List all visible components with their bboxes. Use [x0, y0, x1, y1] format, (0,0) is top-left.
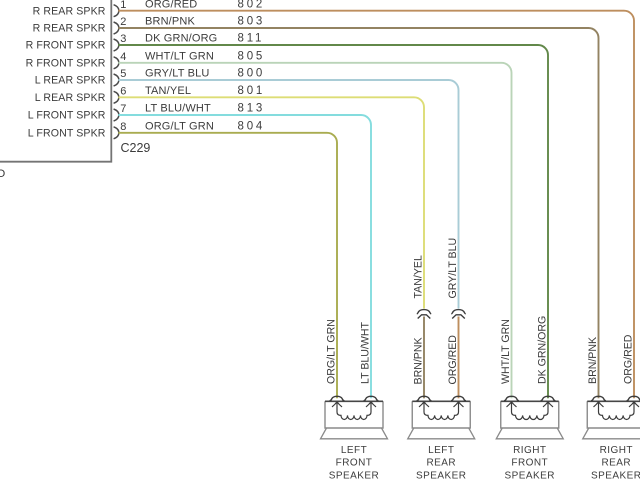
svg-text:TAN/YEL: TAN/YEL: [145, 85, 191, 97]
svg-text:GRY/LT BLU: GRY/LT BLU: [145, 68, 209, 80]
svg-text:L FRONT SPKR: L FRONT SPKR: [28, 110, 106, 122]
svg-text:802: 802: [238, 0, 266, 10]
svg-text:FRONT: FRONT: [511, 458, 548, 469]
svg-text:LEFT: LEFT: [428, 445, 454, 456]
svg-text:RIGHT: RIGHT: [513, 445, 546, 456]
svg-text:4: 4: [120, 51, 126, 63]
svg-text:803: 803: [238, 16, 266, 28]
svg-text:SPEAKER: SPEAKER: [505, 470, 555, 480]
svg-text:RIGHT: RIGHT: [600, 445, 633, 456]
svg-text:C229: C229: [121, 141, 151, 155]
svg-text:R REAR SPKR: R REAR SPKR: [33, 5, 106, 17]
svg-text:DK GRN/ORG: DK GRN/ORG: [145, 33, 217, 45]
svg-text:LT BLU/WHT: LT BLU/WHT: [359, 321, 371, 384]
svg-text:ORG/RED: ORG/RED: [622, 334, 634, 384]
svg-text:BRN/PNK: BRN/PNK: [145, 16, 195, 28]
svg-text:805: 805: [238, 50, 266, 62]
svg-text:REAR: REAR: [426, 458, 456, 469]
svg-text:WHT/LT GRN: WHT/LT GRN: [500, 319, 512, 384]
svg-text:3: 3: [120, 33, 126, 45]
svg-text:GRY/LT BLU: GRY/LT BLU: [447, 238, 459, 299]
svg-text:REAR: REAR: [601, 458, 631, 469]
svg-text:R REAR SPKR: R REAR SPKR: [33, 23, 106, 35]
svg-text:804: 804: [238, 120, 266, 132]
svg-text:BRN/PNK: BRN/PNK: [587, 337, 599, 384]
svg-text:801: 801: [238, 85, 266, 97]
svg-text:O: O: [0, 168, 5, 180]
svg-text:SPEAKER: SPEAKER: [329, 470, 379, 480]
svg-text:ORG/LT GRN: ORG/LT GRN: [325, 319, 337, 384]
svg-text:8: 8: [120, 121, 126, 133]
svg-text:800: 800: [238, 68, 266, 80]
svg-text:LEFT: LEFT: [341, 445, 367, 456]
svg-text:LT BLU/WHT: LT BLU/WHT: [145, 103, 211, 115]
svg-text:5: 5: [120, 68, 126, 80]
svg-text:R FRONT SPKR: R FRONT SPKR: [26, 57, 106, 69]
svg-text:FRONT: FRONT: [336, 458, 373, 469]
svg-text:WHT/LT GRN: WHT/LT GRN: [145, 50, 214, 62]
svg-text:6: 6: [120, 86, 126, 98]
svg-text:ORG/RED: ORG/RED: [447, 335, 459, 385]
svg-text:BRN/PNK: BRN/PNK: [412, 337, 424, 384]
svg-text:813: 813: [238, 103, 266, 115]
svg-text:TAN/YEL: TAN/YEL: [412, 255, 424, 298]
svg-text:L FRONT SPKR: L FRONT SPKR: [28, 127, 106, 139]
svg-text:ORG/LT GRN: ORG/LT GRN: [145, 120, 214, 132]
svg-text:DK GRN/ORG: DK GRN/ORG: [536, 316, 548, 384]
svg-text:R FRONT SPKR: R FRONT SPKR: [26, 40, 106, 52]
svg-text:ORG/RED: ORG/RED: [145, 0, 197, 10]
svg-text:L REAR SPKR: L REAR SPKR: [35, 92, 106, 104]
svg-text:SPEAKER: SPEAKER: [591, 470, 640, 480]
svg-text:811: 811: [238, 33, 265, 45]
svg-text:7: 7: [120, 103, 126, 115]
svg-text:L REAR SPKR: L REAR SPKR: [35, 75, 106, 87]
svg-text:2: 2: [120, 16, 126, 28]
svg-text:SPEAKER: SPEAKER: [416, 470, 466, 480]
svg-text:1: 1: [120, 0, 126, 11]
